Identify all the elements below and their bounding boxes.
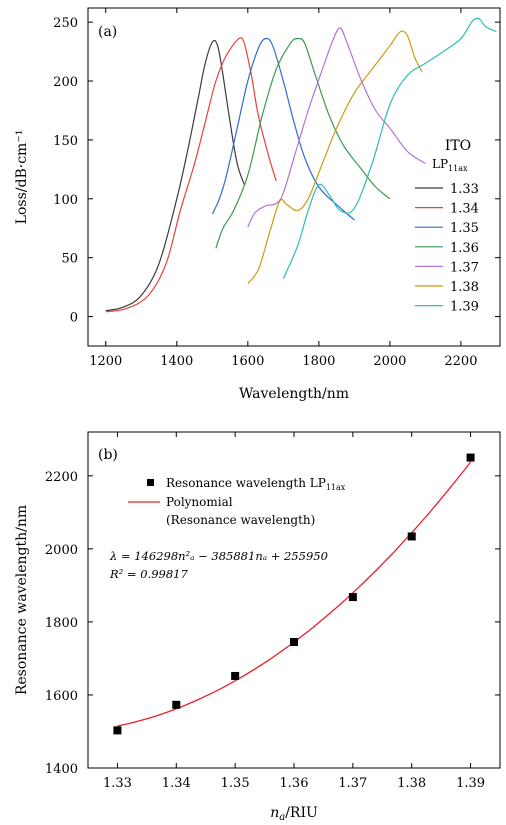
panel-b-y-tick-label: 2200 <box>45 470 78 485</box>
x-unit: /RIU <box>285 805 318 821</box>
legend-label-1.39: 1.39 <box>450 300 479 315</box>
panel-a-x-tick-label: 1600 <box>231 354 264 369</box>
series-line-1.39 <box>282 17 497 280</box>
legend-label-1.37: 1.37 <box>450 260 479 275</box>
panel-b-x-tick-label: 1.37 <box>338 776 367 791</box>
series-line-1.37 <box>247 27 426 228</box>
panel-b-y-axis-label: Resonance wavelength/nm <box>14 505 30 695</box>
panel-a-y-tick-label: 50 <box>61 252 78 267</box>
data-point <box>407 532 416 541</box>
panel-b-y-tick-label: 1600 <box>45 689 78 704</box>
legend-subtitle-main: LP <box>432 157 448 171</box>
panel-a-y-tick-label: 100 <box>53 193 78 208</box>
panel-a-series <box>105 17 497 313</box>
legend-scatter-sub: 11ax <box>326 483 346 492</box>
panel-a-y-tick-label: 200 <box>53 75 78 90</box>
panel-a-legend: ITO LP11ax 1.33 1.34 1.35 1.36 1.37 1.38 1.39 <box>415 138 479 315</box>
series-line-1.33 <box>105 39 245 312</box>
panel-b-ticks: 1.33 1.34 1.35 1.36 1.37 1.38 1.39 1400 1600 1800… <box>45 432 500 791</box>
legend-subtitle: LP11ax <box>432 157 468 173</box>
legend-label-1.34: 1.34 <box>450 202 479 217</box>
series-line-1.38 <box>247 30 423 284</box>
series-line-1.36 <box>215 37 391 249</box>
panel-b-x-tick-label: 1.36 <box>280 776 309 791</box>
panel-a-frame <box>87 7 501 347</box>
legend-label-1.38: 1.38 <box>450 280 479 295</box>
legend-fit-label: Polynomial <box>166 495 233 509</box>
data-point <box>290 638 298 646</box>
panel-b-x-tick-label: 1.33 <box>103 776 132 791</box>
panel-b: 1.33 1.34 1.35 1.36 1.37 1.38 1.39 1400 1600 1800… <box>14 431 501 823</box>
legend-scatter-label: Resonance wavelength LP11ax <box>166 476 346 492</box>
legend-scatter-marker <box>147 479 154 486</box>
legend-label-1.35: 1.35 <box>450 221 479 236</box>
panel-a-y-tick-label: 250 <box>53 16 78 31</box>
legend-scatter-text: Resonance wavelength LP <box>166 476 326 490</box>
data-point <box>231 671 240 680</box>
panel-a-y-axis-label: Loss/dB·cm⁻¹ <box>14 130 30 225</box>
panel-a-x-tick-label: 1800 <box>302 354 335 369</box>
panel-b-legend: Resonance wavelength LP11ax Polynomial (… <box>128 476 346 527</box>
panel-a: 1200 1400 1600 1800 2000 2200050100150200250 … <box>14 7 501 402</box>
series-line-1.35 <box>211 37 355 221</box>
x-var-sub: a <box>279 812 285 823</box>
panel-a-x-axis-label: Wavelength/nm <box>239 386 349 402</box>
panel-a-x-tick-label: 1400 <box>160 354 193 369</box>
legend-label-1.33: 1.33 <box>450 182 479 197</box>
legend-subtitle-sub: 11ax <box>448 164 468 173</box>
fit-r-squared: R² = 0.99817 <box>109 567 188 581</box>
legend-items: 1.33 1.34 1.35 1.36 1.37 1.38 1.39 <box>415 182 479 315</box>
panel-b-y-tick-label: 1400 <box>45 762 78 777</box>
series-line-1.34 <box>105 37 277 313</box>
x-var: n <box>270 805 279 821</box>
legend-fit-label-2: (Resonance wavelength) <box>166 513 315 527</box>
panel-b-label: (b) <box>98 447 118 463</box>
legend-label-1.36: 1.36 <box>450 241 479 256</box>
panel-a-x-tick-label: 2200 <box>444 354 477 369</box>
legend-title: ITO <box>445 138 471 154</box>
panel-b-x-tick-label: 1.35 <box>221 776 250 791</box>
panel-b-x-tick-label: 1.38 <box>397 776 426 791</box>
data-point <box>172 700 181 709</box>
panel-b-y-tick-label: 2000 <box>45 543 78 558</box>
panel-a-x-tick-label: 2000 <box>373 354 406 369</box>
panel-b-x-tick-label: 1.39 <box>456 776 485 791</box>
panel-a-label: (a) <box>98 24 117 40</box>
fit-equation: λ = 146298n²ₐ − 385881nₐ + 255950 <box>109 549 328 563</box>
panel-b-y-tick-label: 1800 <box>45 616 78 631</box>
panel-b-x-axis-label: na/RIU <box>270 805 318 823</box>
panel-b-x-tick-label: 1.34 <box>162 776 191 791</box>
data-point <box>113 726 122 735</box>
data-point <box>348 593 357 602</box>
panel-a-y-tick-label: 150 <box>53 134 78 149</box>
panel-a-x-tick-label: 1200 <box>89 354 122 369</box>
panel-b-points <box>113 453 475 735</box>
panel-a-ticks: 1200 1400 1600 1800 2000 2200 0 50 100 150 200 250 <box>53 8 500 369</box>
data-point <box>466 453 475 462</box>
panel-a-y-tick-label: 0 <box>70 311 78 326</box>
